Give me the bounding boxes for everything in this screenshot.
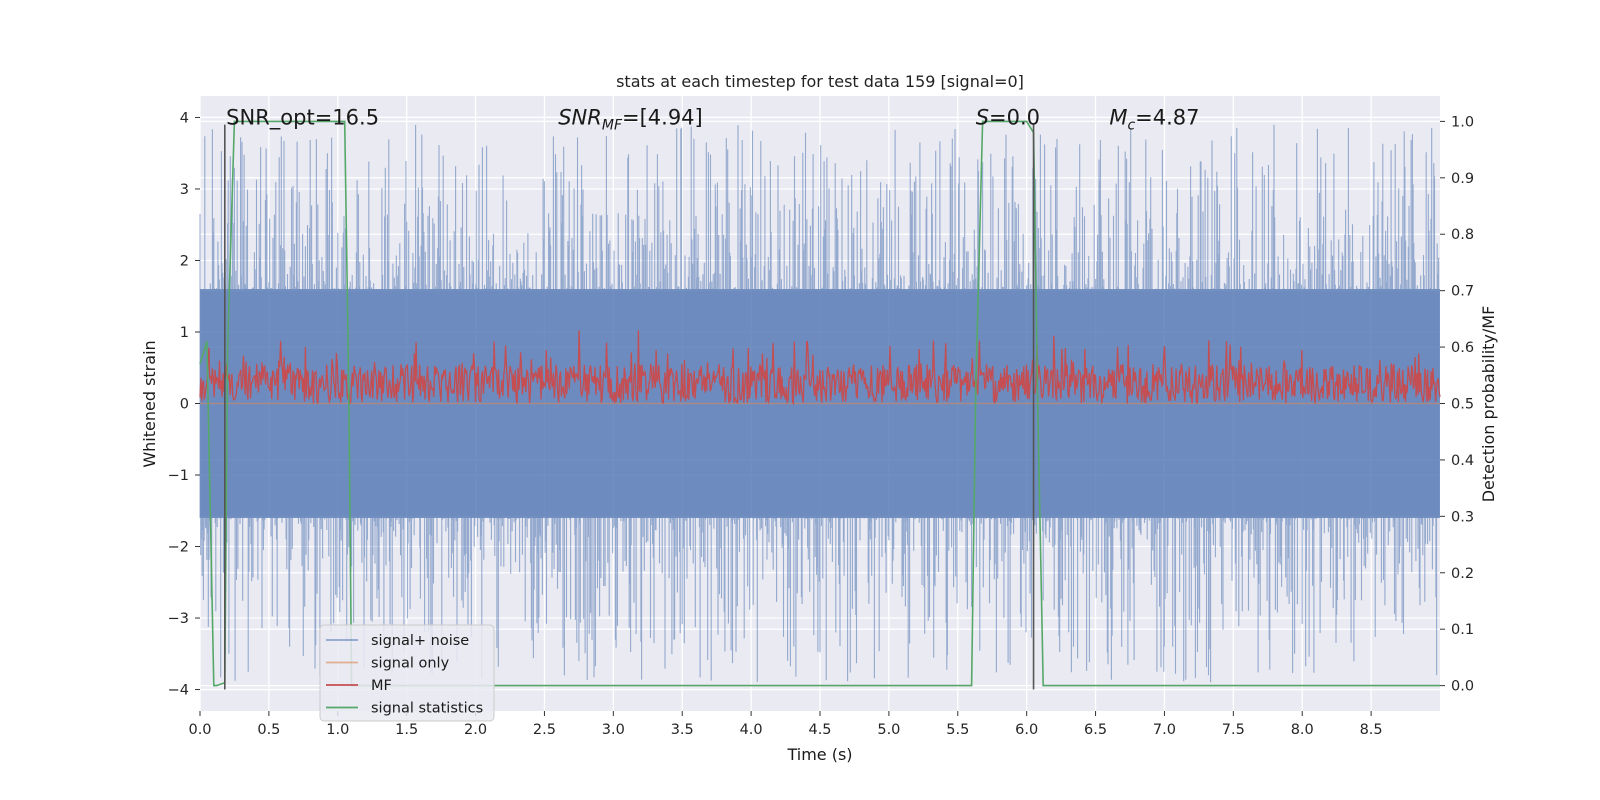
y-right-axis-label: Detection probability/MF [1479,306,1498,503]
annotation-1: SNRMF=[4.94] [558,105,703,133]
legend-box [319,624,495,722]
y-left-tick-label: −3 [168,611,189,627]
y-right-tick-label: 0.0 [1451,679,1474,695]
legend: signal+ noise signal only MF signal statist… [319,624,495,722]
y-right-tick-label: 0.3 [1451,509,1474,525]
annotations: SNR_opt=16.5 SNRMF=[4.94] S=0.0 Mc=4.87 [226,105,1199,133]
x-tick-label: 4.0 [740,722,763,738]
y-left-tick-label: 1 [180,325,189,341]
x-tick-label: 3.0 [602,722,625,738]
x-tick-label: 6.0 [1015,722,1038,738]
y-left-axis-label: Whitened strain [140,340,159,467]
x-tick-label: 8.5 [1360,722,1383,738]
x-tick-label: 1.0 [326,722,349,738]
x-tick-label: 7.5 [1222,722,1245,738]
annotation-0: SNR_opt=16.5 [226,105,379,130]
legend-label: signal+ noise [371,633,469,649]
vertical-lines [224,124,1035,690]
series-layer [199,120,1441,687]
legend-label: MF [371,678,392,694]
y-right-tick-label: 0.7 [1451,284,1474,300]
y-left-tick-label: −2 [168,540,189,556]
x-tick-label: 0.5 [257,722,280,738]
y-left-tick-labels: 4 3 2 1 0 −1 −2 −3 −4 [168,110,200,699]
y-left-tick-label: 4 [180,110,189,126]
x-tick-label: 1.5 [395,722,418,738]
x-tick-labels: 0.0 0.5 1.0 1.5 2.0 2.5 3.0 3.5 4.0 4.5 5.0 5.5 6.0 6… [188,711,1383,738]
y-right-tick-label: 0.4 [1451,453,1474,469]
y-left-tick-label: −1 [168,468,189,484]
x-tick-label: 0.0 [188,722,211,738]
chart-title: stats at each timestep for test data 159… [616,72,1024,91]
y-right-tick-label: 0.6 [1451,340,1474,356]
legend-label: signal only [371,656,450,672]
y-left-tick-label: 3 [180,182,189,198]
annotation-2: S=0.0 [976,105,1040,129]
y-left-tick-label: 2 [180,253,189,269]
series-mf [199,330,1441,406]
annotation-3: Mc=4.87 [1109,105,1199,133]
x-axis-label: Time (s) [786,745,852,764]
y-right-tick-label: 0.9 [1451,171,1474,187]
y-right-tick-label: 0.8 [1451,227,1474,243]
x-tick-label: 4.5 [808,722,831,738]
x-tick-label: 5.0 [877,722,900,738]
y-left-tick-label: −4 [168,683,189,699]
x-tick-label: 7.0 [1153,722,1176,738]
x-tick-label: 3.5 [671,722,694,738]
y-right-tick-label: 0.5 [1451,397,1474,413]
y-right-tick-label: 1.0 [1451,114,1474,130]
x-tick-label: 2.0 [464,722,487,738]
x-tick-label: 6.5 [1084,722,1107,738]
y-right-tick-labels: 1.0 0.9 0.8 0.7 0.6 0.5 0.4 0.3 0.2 0.1 0.0 [1440,114,1474,695]
legend-label: signal statistics [371,701,483,717]
y-right-tick-label: 0.1 [1451,622,1474,638]
x-tick-label: 2.5 [533,722,556,738]
y-right-tick-label: 0.2 [1451,566,1474,582]
y-left-tick-label: 0 [180,397,189,413]
x-tick-label: 5.5 [946,722,969,738]
x-tick-label: 8.0 [1291,722,1314,738]
